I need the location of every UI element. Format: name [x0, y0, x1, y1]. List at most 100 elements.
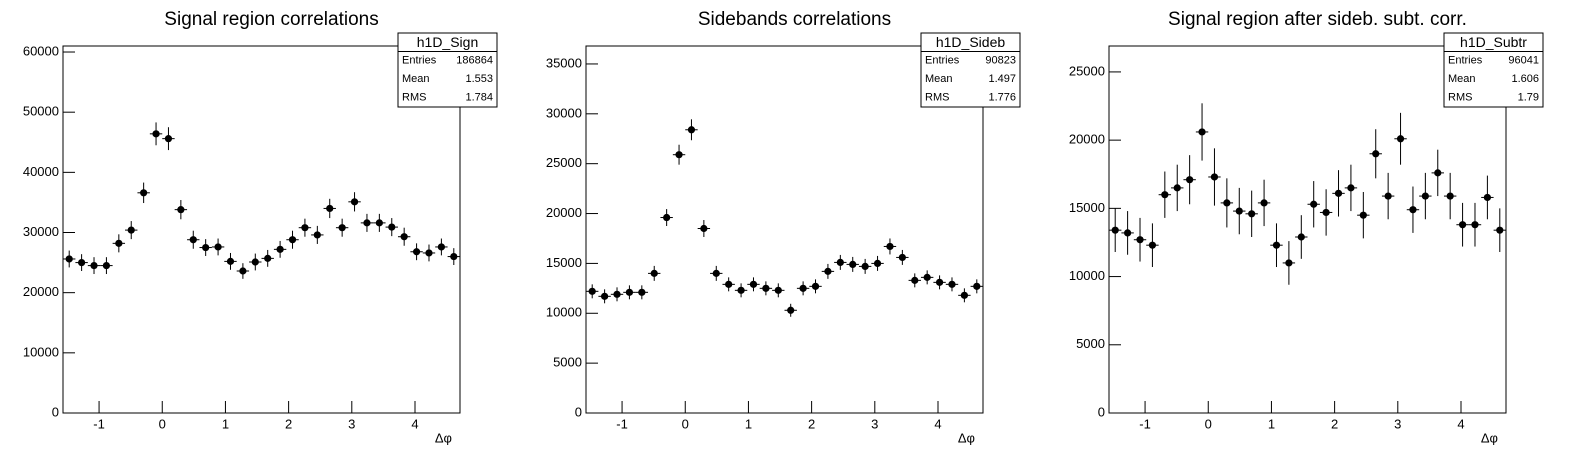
data-point: [1496, 226, 1504, 234]
data-point: [849, 260, 857, 269]
data-point: [326, 204, 334, 213]
data-point: [749, 280, 758, 288]
data-point: [601, 292, 609, 300]
stats-label: RMS: [1448, 92, 1472, 104]
data-point: [115, 239, 123, 247]
data-point: [725, 280, 733, 288]
data-point: [625, 288, 634, 296]
x-tick-label: 0: [159, 416, 166, 431]
data-point: [774, 286, 782, 294]
x-axis-label: Δφ: [958, 430, 975, 445]
y-tick-label: 35000: [546, 55, 582, 70]
data-point: [288, 236, 297, 244]
stats-value: 1.776: [988, 92, 1016, 104]
plot-frame: [585, 45, 984, 414]
stats-value: 186864: [456, 55, 493, 67]
data-point: [363, 219, 371, 227]
stats-value: 96041: [1508, 55, 1539, 67]
data-point: [251, 258, 259, 266]
data-point: [1198, 128, 1206, 136]
data-point: [164, 135, 173, 143]
data-point: [1260, 199, 1268, 207]
x-tick-label: 1: [1268, 416, 1275, 431]
y-tick-label: 5000: [553, 355, 582, 370]
stats-box: [920, 32, 1021, 108]
data-point: [1446, 192, 1454, 200]
y-tick-label: 10000: [1069, 268, 1105, 283]
data-point: [65, 255, 73, 263]
x-tick-label: -1: [616, 416, 628, 431]
data-point: [712, 269, 720, 277]
data-point: [1173, 184, 1181, 192]
data-point: [1421, 192, 1429, 200]
data-point: [1347, 184, 1355, 192]
data-point: [1210, 173, 1219, 181]
data-point: [189, 236, 197, 244]
data-point: [1372, 150, 1380, 158]
data-point: [1434, 169, 1442, 177]
y-tick-label: 50000: [23, 104, 59, 119]
data-point: [1161, 191, 1169, 199]
x-tick-label: 3: [1394, 416, 1401, 431]
x-tick-label: 3: [348, 416, 355, 431]
stats-label: Entries: [402, 55, 437, 67]
data-point: [1471, 221, 1479, 229]
data-point: [78, 258, 86, 267]
data-point: [873, 259, 882, 268]
data-point: [400, 233, 408, 241]
data-point: [1124, 229, 1132, 237]
data-point: [202, 243, 210, 252]
stats-value: 90823: [985, 55, 1016, 67]
y-tick-label: 30000: [546, 105, 582, 120]
data-point: [425, 249, 433, 257]
data-point: [276, 245, 284, 253]
data-point: [737, 286, 745, 294]
stats-value: 1.497: [988, 73, 1016, 85]
data-point: [799, 284, 807, 292]
chart-title: Signal region after sideb. subt. corr.: [1168, 9, 1467, 30]
x-tick-label: 1: [222, 416, 229, 431]
data-point: [911, 276, 919, 284]
data-point: [811, 282, 820, 290]
data-point: [663, 213, 671, 222]
data-point: [762, 284, 770, 292]
data-point: [588, 287, 596, 295]
x-tick-label: 0: [682, 416, 689, 431]
y-tick-label: 15000: [546, 255, 582, 270]
data-point: [1322, 208, 1330, 217]
plot-frame: [62, 45, 461, 414]
stats-value: 1.784: [465, 92, 493, 104]
x-tick-label: 4: [1457, 416, 1464, 431]
data-point: [214, 243, 222, 251]
stats-label: Mean: [1448, 73, 1476, 85]
data-point: [787, 306, 795, 314]
data-point: [700, 224, 708, 233]
stats-label: Entries: [1448, 55, 1483, 67]
data-point: [687, 126, 696, 134]
data-point: [824, 267, 832, 275]
data-point: [1396, 135, 1405, 143]
data-point: [1235, 207, 1243, 215]
data-point: [1384, 192, 1392, 200]
x-tick-label: 4: [934, 416, 941, 431]
stats-label: Entries: [925, 55, 960, 67]
data-point: [1148, 241, 1157, 249]
data-point: [1409, 206, 1417, 214]
data-point: [1297, 233, 1305, 241]
data-point: [861, 262, 869, 270]
data-point: [338, 224, 346, 232]
data-point: [613, 290, 621, 298]
y-tick-label: 20000: [1069, 132, 1105, 147]
data-point: [450, 252, 458, 261]
data-point: [127, 226, 135, 234]
y-tick-label: 0: [1098, 404, 1105, 419]
y-tick-label: 30000: [23, 224, 59, 239]
data-point: [350, 198, 359, 206]
data-point: [1458, 221, 1467, 229]
y-tick-label: 25000: [546, 155, 582, 170]
stats-box: [1443, 32, 1544, 108]
stats-box: [397, 32, 498, 108]
data-point: [675, 151, 683, 159]
data-point: [1111, 226, 1119, 234]
